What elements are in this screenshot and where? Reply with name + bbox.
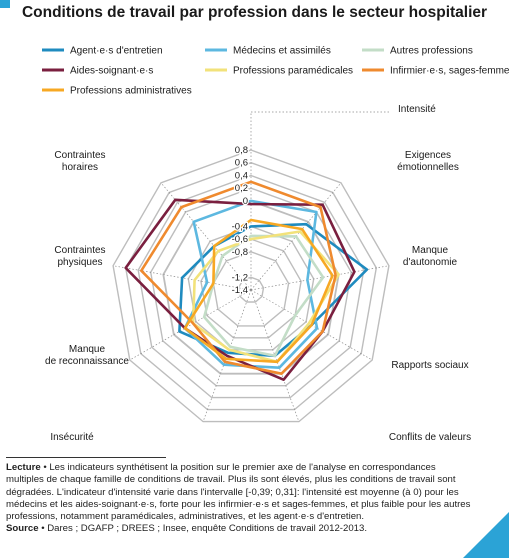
legend-label: Infirmier·e·s, sages-femmes [390, 66, 509, 77]
grid-ring [212, 251, 290, 327]
legend-item-professions-administratives: Professions administratives [42, 86, 192, 97]
chart-title: Conditions de travail par profession dan… [21, 4, 488, 21]
lecture-text: • Les indicateurs synthétisent la positi… [6, 462, 471, 523]
grid-ring [112, 149, 390, 423]
axis-label-manque-d-autonomie: Manque d'autonomie [403, 245, 458, 268]
legend: Agent·e·s d'entretien Médecins et assimil… [42, 46, 509, 97]
axis-label-line: Insécurité [50, 432, 94, 443]
tick-label: -0,6 [232, 234, 248, 245]
tick-label: 0,2 [235, 183, 248, 194]
corner-accent-top [0, 0, 10, 8]
grid-ring [200, 238, 302, 339]
legend-item-infirmier-e-s-sages-femmes: Infirmier·e·s, sages-femmes [362, 66, 509, 77]
axis-label-line: Exigences [405, 150, 451, 161]
radar-grid [112, 149, 390, 423]
radial-tick-labels: -1,4 -1,2 -0,8 -0,6 -0,4 0 0,20,4 0,6 0,8 [230, 144, 249, 298]
axis-label-line: Manque [412, 245, 449, 256]
axis-label-line: physiques [57, 257, 102, 268]
axis-label-line: Contraintes [54, 245, 105, 256]
grid-ring [237, 276, 265, 303]
grid-ring [137, 174, 365, 399]
axis-label-intensite: Intensité [398, 104, 436, 115]
axis-label-line: Conflits de valeurs [389, 432, 471, 443]
radar-chart: Agent·e·s d'entretien Médecins et assimil… [42, 46, 509, 443]
axis-label-line: d'autonomie [403, 257, 458, 268]
series-agent-e-s-d-entretien [178, 222, 369, 358]
tick-label: -0,4 [232, 221, 248, 232]
axis-label-line: Contraintes [54, 150, 105, 161]
notes-divider [6, 457, 166, 458]
tick-label: -1,2 [232, 272, 248, 283]
radar-series [124, 180, 369, 382]
axis-label-conflits-de-valeurs: Conflits de valeurs [389, 432, 471, 443]
axis-label-contraintes-physiques: Contraintes physiques [54, 245, 105, 268]
series-infirmier-e-s-sages-femmes [140, 180, 337, 376]
legend-label: Aides-soignant·e·s [70, 66, 153, 77]
series-professions-paramedicales [191, 230, 341, 364]
tick-label: -1,4 [232, 285, 248, 296]
axis-spoke [250, 289, 373, 361]
axis-label-line: Intensité [398, 104, 436, 115]
legend-item-autres-professions: Autres professions [362, 46, 473, 57]
legend-label: Agent·e·s d'entretien [70, 46, 163, 57]
tick-label: 0 [243, 196, 248, 207]
tick-label: 0,6 [235, 158, 248, 169]
axis-spoke [250, 265, 389, 291]
legend-label: Professions administratives [70, 86, 192, 97]
series-autres-professions [202, 234, 325, 358]
tick-label: 0,4 [235, 171, 248, 182]
legend-item-aides-soignant-e-s: Aides-soignant·e·s [42, 66, 153, 77]
axis-label-exigences-emotionnelles: Exigences émotionnelles [397, 150, 459, 173]
legend-label: Médecins et assimilés [233, 46, 331, 57]
source-text: • Dares ; DGAFP ; DREES ; Insee, enquête… [38, 523, 368, 535]
legend-label: Autres professions [390, 46, 473, 57]
axis-label-contraintes-horaires: Contraintes horaires [54, 150, 105, 173]
axis-spoke [129, 289, 252, 361]
axis-label-line: Manque [69, 344, 106, 355]
chart-notes: Lecture • Les indicateurs synthétisent l… [6, 462, 476, 536]
axis-label-line: horaires [62, 162, 98, 173]
grid-ring [124, 161, 378, 411]
axis-label-line: émotionnelles [397, 162, 459, 173]
source-label: Source [6, 523, 39, 535]
tick-label: 0,8 [235, 145, 248, 156]
axis-label-line: de reconnaissance [45, 356, 129, 367]
source-note: Source • Dares ; DGAFP ; DREES ; Insee, … [6, 523, 476, 535]
axis-label-insecurite: Insécurité [50, 432, 94, 443]
axis-spoke [250, 182, 342, 291]
tick-label: -0,8 [232, 247, 248, 258]
grid-ring [162, 199, 340, 375]
lecture-label: Lecture [6, 462, 41, 473]
grid-ring [187, 225, 315, 351]
corner-accent-bottom [463, 512, 509, 558]
legend-item-professions-paramedicales: Professions paramédicales [205, 66, 353, 77]
grid-ring [149, 187, 353, 387]
axis-label-rapports-sociaux: Rapports sociaux [391, 360, 468, 371]
axis-label-manque-de-reconnaissance: Manque de reconnaissance [45, 344, 129, 367]
axis-label-line: Rapports sociaux [391, 360, 468, 371]
legend-label: Professions paramédicales [233, 66, 353, 77]
legend-item-agent-e-s-d-entretien: Agent·e·s d'entretien [42, 46, 163, 57]
series-professions-administratives [183, 218, 334, 364]
lecture-note: Lecture • Les indicateurs synthétisent l… [6, 462, 476, 523]
legend-item-medecins-et-assimiles: Médecins et assimilés [205, 46, 331, 57]
